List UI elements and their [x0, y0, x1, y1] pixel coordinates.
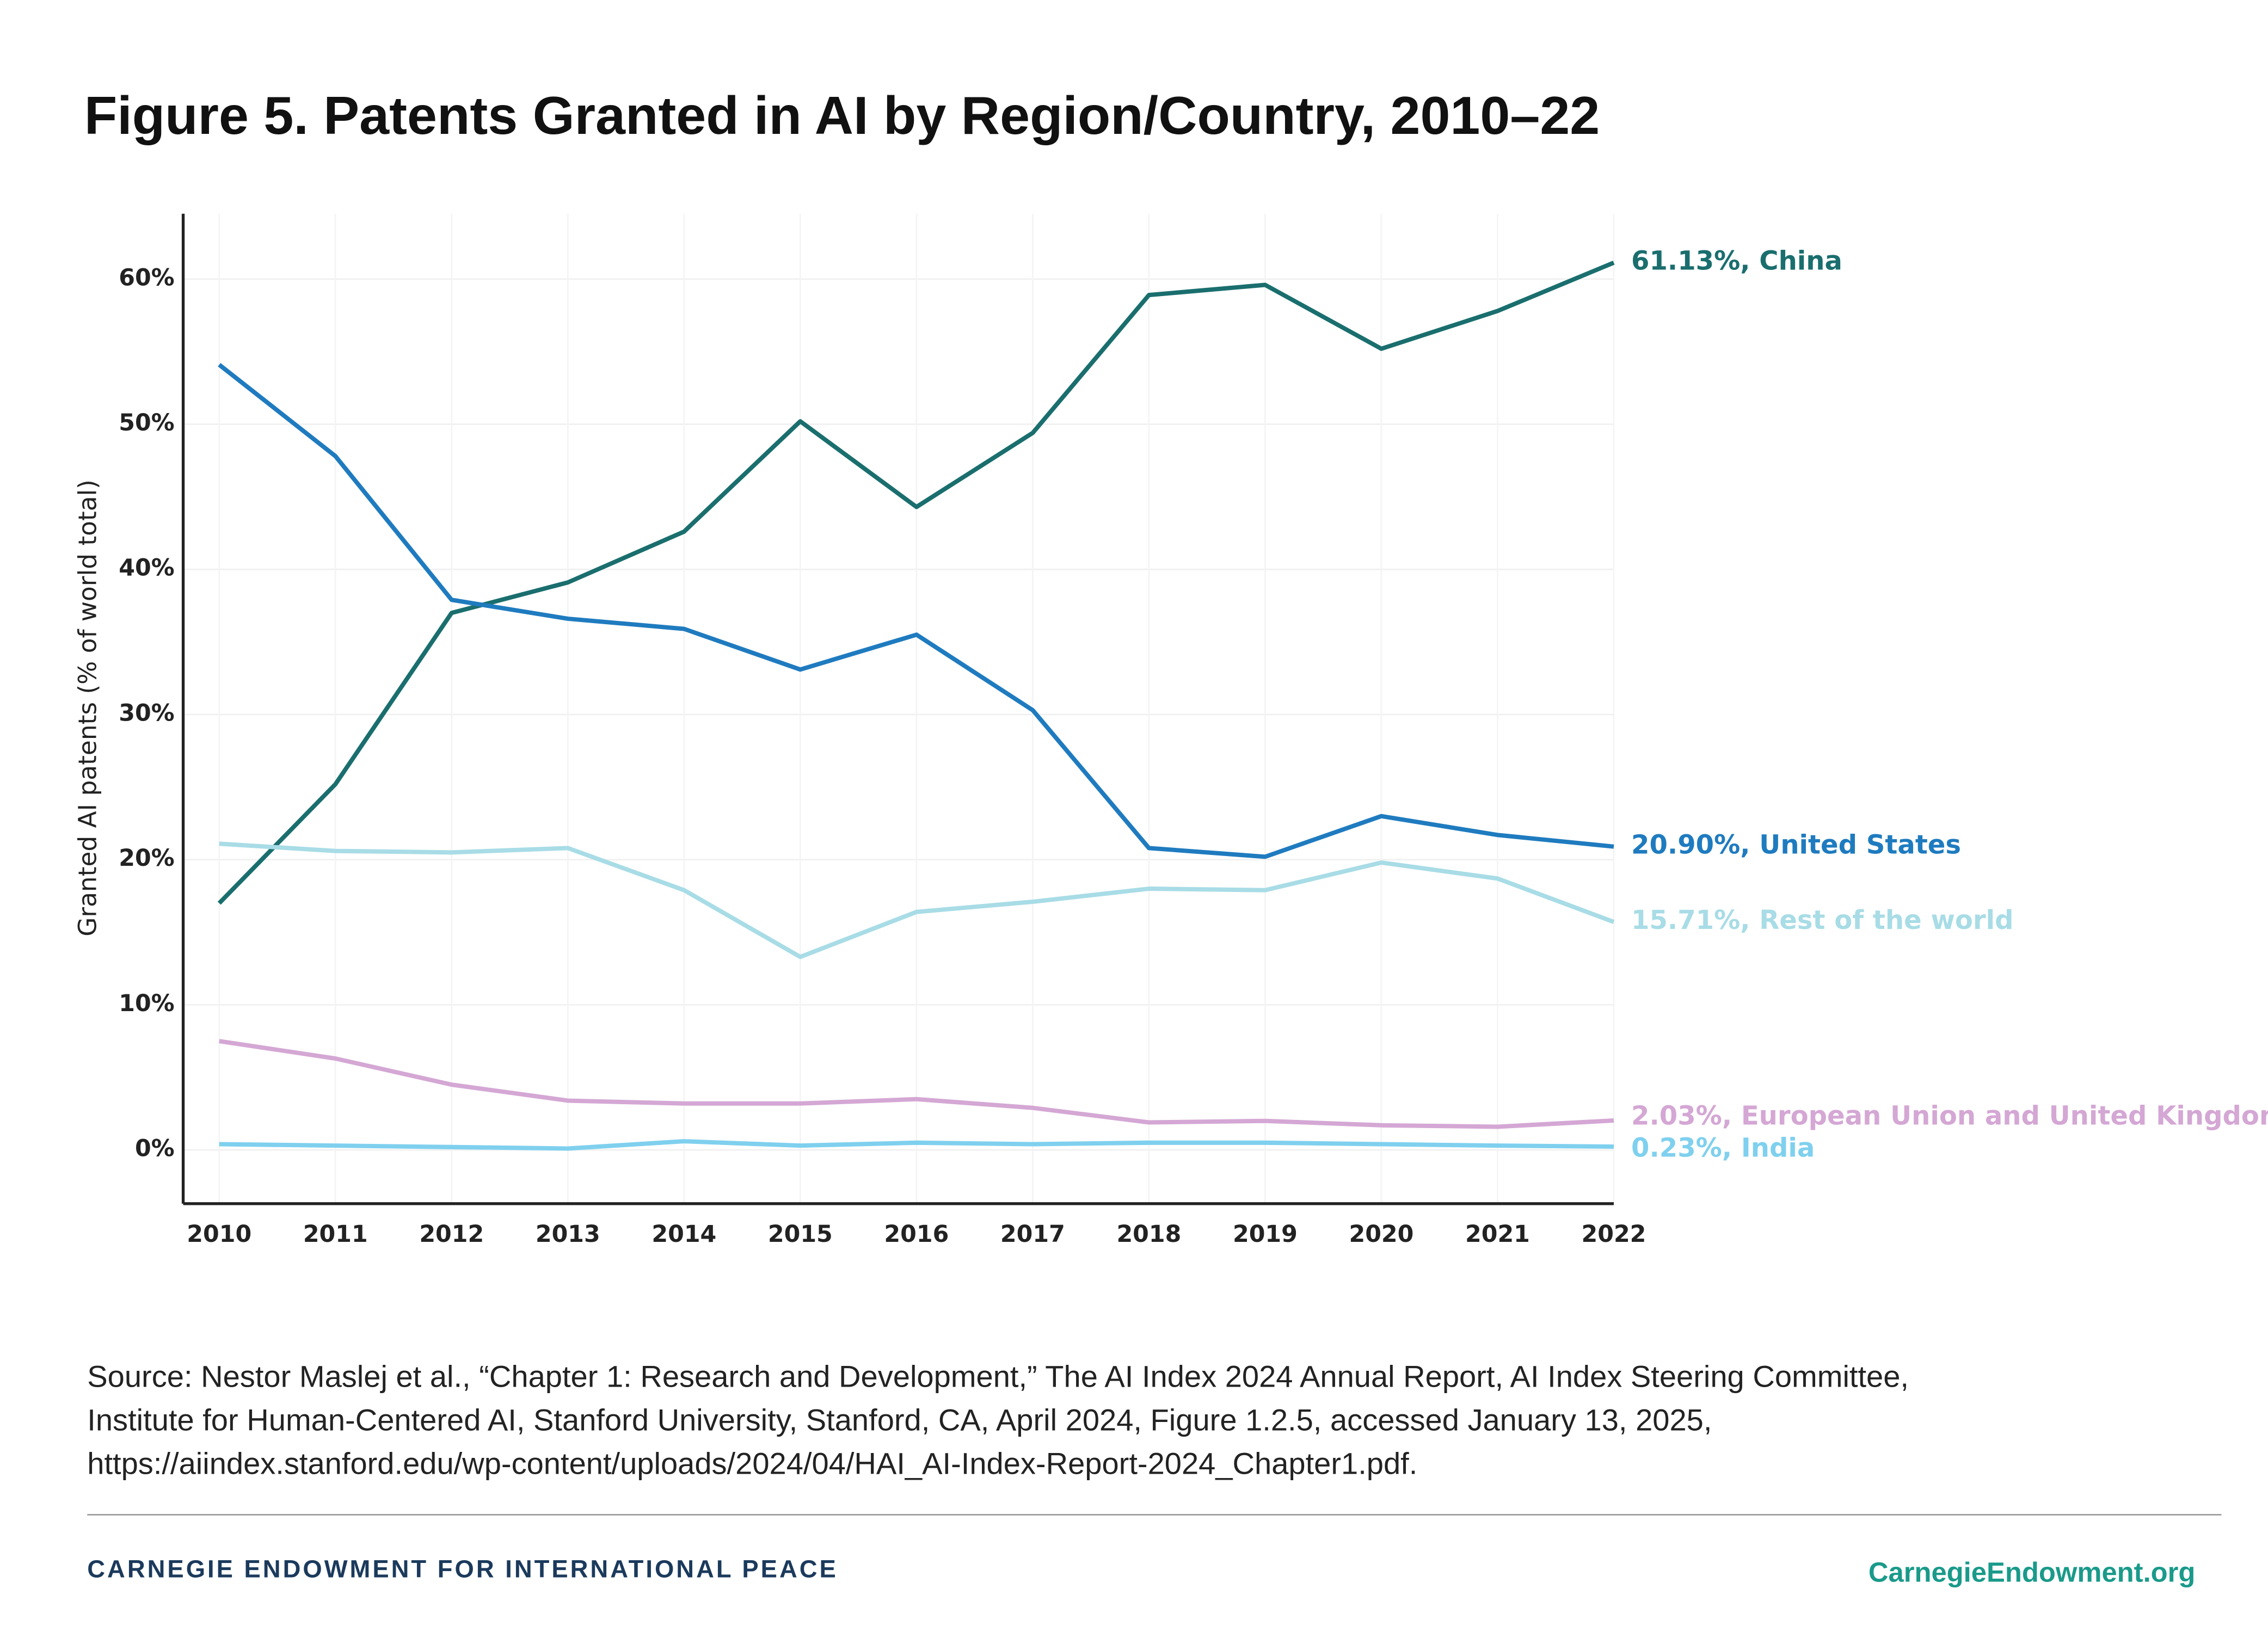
chart-title: Figure 5. Patents Granted in AI by Regio…	[84, 85, 1600, 145]
source-line: https://aiindex.stanford.edu/wp-content/…	[87, 1446, 1417, 1481]
x-tick-label: 2019	[1233, 1221, 1298, 1248]
x-tick-label: 2010	[187, 1221, 251, 1248]
x-tick-label: 2015	[768, 1221, 833, 1248]
y-tick-label: 50%	[119, 409, 174, 436]
end-label: 20.90%, United States	[1631, 830, 1961, 860]
series-line	[219, 841, 1615, 959]
end-label: 61.13%, China	[1631, 246, 1842, 276]
x-tick-label: 2011	[303, 1221, 368, 1248]
end-label: 2.03%, European Union and United Kingdom	[1631, 1101, 2268, 1131]
end-label: 0.23%, India	[1631, 1132, 1815, 1163]
x-tick-label: 2018	[1116, 1221, 1181, 1248]
y-tick-label: 20%	[119, 845, 174, 872]
y-axis-label: Granted AI patents (% of world total)	[73, 479, 102, 937]
footer-organization: CARNEGIE ENDOWMENT FOR INTERNATIONAL PEA…	[87, 1555, 838, 1583]
source-line: Source: Nestor Maslej et al., “Chapter 1…	[87, 1359, 1909, 1393]
series-line	[218, 363, 1614, 859]
y-tick-label: 10%	[119, 990, 174, 1017]
x-tick-label: 2012	[419, 1221, 484, 1248]
series-line	[217, 260, 1615, 905]
x-tick-label: 2022	[1582, 1221, 1646, 1248]
x-tick-label: 2016	[884, 1221, 949, 1248]
x-tick-label: 2013	[536, 1221, 600, 1248]
y-tick-label: 0%	[135, 1135, 175, 1162]
y-tick-label: 30%	[119, 699, 174, 727]
footer-website[interactable]: CarnegieEndowment.org	[1869, 1556, 2196, 1587]
y-tick-label: 60%	[119, 264, 174, 291]
end-label: 15.71%, Rest of the world	[1631, 905, 2014, 935]
x-tick-label: 2014	[651, 1221, 716, 1248]
x-tick-label: 2021	[1465, 1221, 1530, 1248]
x-tick-label: 2020	[1349, 1221, 1413, 1248]
series-line	[219, 1039, 1614, 1129]
x-tick-label: 2017	[1000, 1221, 1065, 1248]
source-line: Institute for Human-Centered AI, Stanfor…	[87, 1403, 1712, 1437]
series-line	[219, 1139, 1614, 1151]
y-tick-label: 40%	[119, 555, 174, 582]
